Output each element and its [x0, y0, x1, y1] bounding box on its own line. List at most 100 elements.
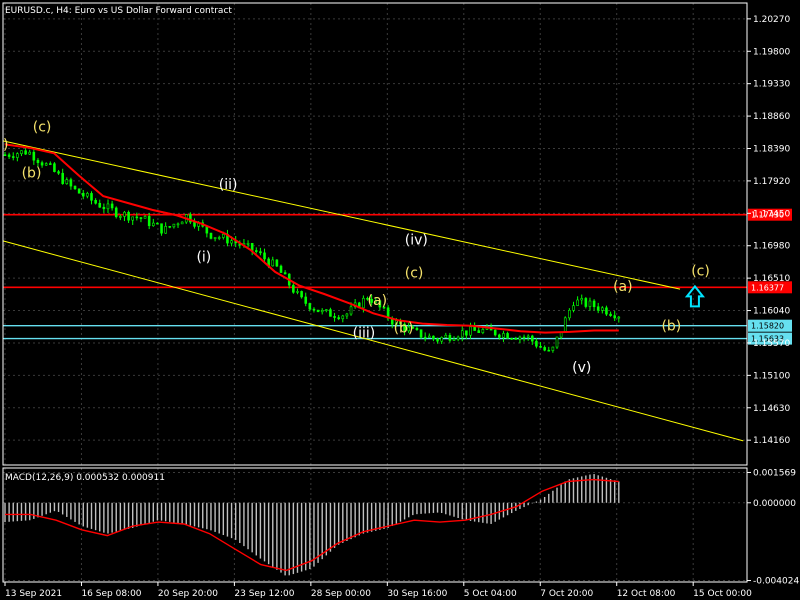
macd-axis: 0.001569 0.000000 -0.004024 — [747, 468, 799, 587]
candle-body — [609, 313, 612, 316]
channel-line[interactable] — [2, 240, 744, 442]
candle-body — [32, 151, 36, 161]
candle-body — [522, 336, 526, 339]
candle-body — [563, 317, 567, 333]
candle-body — [90, 193, 93, 201]
macd-tick-label: 0.001569 — [753, 468, 796, 478]
candle-body — [110, 203, 114, 209]
candle-body — [316, 309, 320, 313]
candle-body — [271, 259, 275, 267]
candle-body — [3, 154, 7, 157]
candle-body — [36, 159, 40, 163]
wave-label: (iii) — [353, 325, 376, 341]
candle-body — [263, 252, 266, 260]
resistance-price-tag — [748, 208, 792, 221]
candle-body — [493, 329, 497, 336]
candle-body — [53, 163, 56, 172]
candle-body — [592, 300, 596, 308]
candle-body — [584, 298, 588, 307]
candle-body — [596, 306, 600, 311]
macd-tick-label: 0.000000 — [753, 499, 796, 509]
candle-body — [300, 291, 303, 298]
candle-body — [7, 154, 11, 157]
candle-body — [518, 336, 522, 340]
macd-signal-line — [5, 478, 619, 572]
resistance-price-tag — [748, 281, 792, 294]
candle-body — [378, 300, 382, 308]
candle-body — [160, 223, 163, 234]
candle-body — [481, 329, 485, 334]
candle-body — [502, 333, 505, 338]
chart-title: EURUSD.c, H4: Euro vs US Dollar Forward … — [5, 6, 232, 16]
candle-body — [217, 237, 221, 239]
candle-body — [308, 303, 312, 310]
pane-frames — [2, 2, 748, 583]
support-price-tag — [748, 319, 792, 332]
candle-body — [40, 162, 44, 166]
candle-body — [283, 272, 287, 275]
candle-body — [65, 179, 69, 184]
price-tick-label: 1.18860 — [753, 112, 790, 122]
candle-body — [86, 193, 89, 197]
candle-body — [345, 313, 349, 317]
candle-body — [452, 338, 456, 341]
candle-body — [164, 226, 167, 234]
candle-body — [189, 214, 192, 223]
price-tick-label: 1.20270 — [753, 15, 790, 25]
candle-body — [230, 240, 233, 244]
candle-body — [254, 250, 258, 252]
candle-body — [555, 336, 559, 348]
candle-body — [320, 310, 324, 313]
candle-body — [613, 315, 616, 319]
moving-average — [4, 143, 619, 334]
candle-body — [432, 335, 435, 340]
price-tick-label: 1.16980 — [753, 242, 790, 252]
price-tick-label: 1.15570 — [753, 339, 790, 349]
wave-label: (b) — [661, 319, 681, 335]
macd-tick-label: -0.004024 — [753, 577, 799, 587]
wave-label: (i) — [196, 250, 211, 266]
wave-label: (ii) — [219, 177, 238, 193]
candle-body — [49, 163, 52, 165]
candle-body — [119, 216, 122, 218]
candle-body — [325, 309, 328, 311]
time-axis[interactable]: 13 Sep 2021 16 Sep 08:00 20 Sep 20:00 23 Se… — [4, 582, 752, 599]
candle-body — [469, 326, 472, 336]
channel-line[interactable] — [2, 140, 681, 290]
main-pane-frame — [2, 2, 748, 466]
time-tick-label: 13 Sep 2021 — [5, 589, 62, 599]
candle-body — [168, 226, 172, 228]
price-axis[interactable]: 1.20270 1.19800 1.19330 1.18860 1.18390 1.179… — [747, 15, 790, 446]
wave-label: (a) — [613, 279, 633, 295]
up-arrow-icon[interactable] — [684, 284, 706, 308]
candle-body — [123, 211, 126, 217]
time-tick-label: 12 Oct 08:00 — [617, 589, 676, 599]
candle-body — [341, 315, 345, 320]
candle-body — [176, 223, 180, 226]
candle-body — [20, 150, 23, 154]
candle-body — [152, 222, 155, 227]
candle-body — [407, 326, 411, 332]
price-tick-label: 1.16040 — [753, 307, 790, 317]
candle-body — [526, 335, 530, 338]
candle-body — [333, 316, 336, 318]
candle-body — [139, 217, 143, 219]
candle-body — [436, 338, 439, 342]
horizontal-levels[interactable]: 1.17430 1.16377 1.15820 1.15633 — [3, 208, 792, 345]
wave-label: (c) — [33, 119, 52, 135]
macd-title: MACD(12,26,9) 0.000532 0.000911 — [5, 473, 165, 483]
candle-body — [98, 202, 102, 208]
resistance-price-label: 1.16377 — [751, 283, 784, 292]
price-tick-label: 1.18390 — [753, 144, 790, 154]
candle-body — [69, 179, 73, 187]
price-tick-label: 1.14160 — [753, 436, 790, 446]
price-tick-label: 1.17920 — [753, 177, 790, 187]
candle-body — [147, 216, 151, 227]
candle-body — [605, 307, 608, 315]
candle-body — [135, 216, 139, 219]
up-arrow-shape[interactable] — [684, 284, 706, 308]
candle-body — [180, 221, 184, 225]
price-channel[interactable] — [2, 140, 744, 442]
